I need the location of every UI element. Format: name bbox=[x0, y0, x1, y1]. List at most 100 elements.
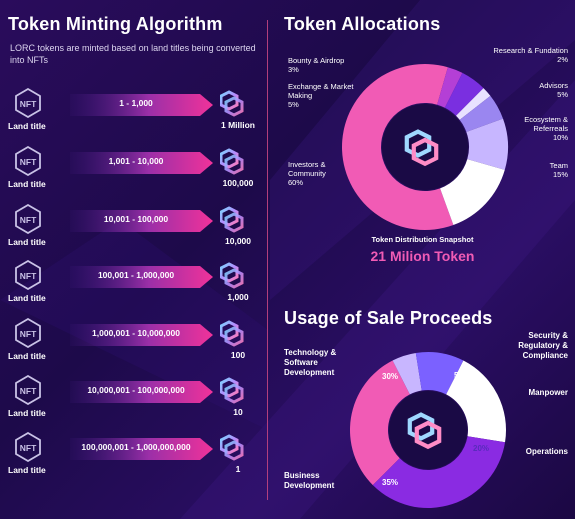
center-logo-icon bbox=[404, 129, 439, 167]
minting-row: NFT Land title 10,001 - 100,000 10,000 bbox=[0, 203, 268, 256]
arrow-icon bbox=[70, 324, 213, 346]
arrow-icon bbox=[70, 381, 213, 403]
token-logo-icon bbox=[219, 375, 248, 405]
label-research-name: Research & Fundation bbox=[493, 46, 568, 55]
donut-hole bbox=[382, 104, 468, 190]
minting-row: NFT Land title 100,000,001 - 1,000,000,000… bbox=[0, 431, 268, 484]
label-business: Business Development bbox=[284, 471, 335, 490]
range-label: 10,000,001 - 100,000,000 bbox=[87, 385, 185, 395]
label-team-pct: 15% bbox=[552, 170, 568, 179]
minting-row: NFT Land title 10,000,001 - 100,000,000 10 bbox=[0, 374, 268, 427]
label-bounty: Bounty & Airdrop 3% bbox=[288, 56, 344, 74]
land-title-label: Land title bbox=[8, 237, 46, 247]
pct-business: 35% bbox=[382, 478, 399, 487]
svg-text:NFT: NFT bbox=[20, 443, 37, 453]
label-research: Research & Fundation 2% bbox=[493, 46, 568, 64]
donut-slice bbox=[341, 63, 454, 231]
arrow-icon bbox=[70, 438, 213, 460]
range-label: 1,001 - 10,000 bbox=[108, 156, 164, 166]
token-logo-icon bbox=[219, 204, 248, 234]
pct-manpower: 10% bbox=[470, 391, 487, 400]
minting-title: Token Minting Algorithm bbox=[8, 14, 223, 34]
donut-slice bbox=[392, 352, 422, 395]
donut-slice bbox=[415, 352, 464, 395]
minting-row: NFT Land title 1 - 1,000 1 Million bbox=[0, 87, 268, 140]
land-title-label: Land title bbox=[8, 351, 46, 361]
label-exchange-name: Exchange & Market Making bbox=[288, 82, 354, 100]
label-team-name: Team bbox=[549, 161, 568, 170]
donut-slice bbox=[444, 72, 484, 116]
nft-icon: NFT bbox=[14, 374, 42, 406]
label-investors: Investors & Community 60% bbox=[288, 160, 348, 187]
proceeds-title: Usage of Sale Proceeds bbox=[284, 308, 493, 328]
land-title-label: Land title bbox=[8, 465, 46, 475]
nft-icon: NFT bbox=[14, 145, 42, 177]
donut-slice bbox=[440, 159, 505, 225]
label-advisors-name: Advisors bbox=[539, 81, 568, 90]
arrow-icon bbox=[70, 266, 213, 288]
land-title-label: Land title bbox=[8, 293, 46, 303]
range-label: 10,001 - 100,000 bbox=[103, 214, 169, 224]
label-research-pct: 2% bbox=[557, 55, 568, 64]
svg-text:NFT: NFT bbox=[20, 271, 37, 281]
donut-slice bbox=[350, 360, 410, 486]
snapshot-label: Token Distribution Snapshot bbox=[371, 235, 474, 244]
arrow-icon bbox=[70, 152, 213, 174]
token-logo-icon bbox=[219, 146, 248, 176]
label-technology: Technology & Software Development bbox=[284, 348, 337, 377]
token-amount: 1 Million bbox=[221, 120, 255, 130]
label-team: Team 15% bbox=[550, 161, 568, 179]
token-logo-icon bbox=[219, 88, 248, 118]
label-exchange-pct: 5% bbox=[288, 100, 299, 109]
svg-text:NFT: NFT bbox=[20, 157, 37, 167]
pct-security: 5% bbox=[454, 371, 466, 380]
minting-row: NFT Land title 100,001 - 1,000,000 1,000 bbox=[0, 259, 268, 312]
land-title-label: Land title bbox=[8, 408, 46, 418]
donut-slice bbox=[446, 360, 506, 443]
donut-slice bbox=[437, 67, 463, 108]
label-ecosystem: Ecosystem & Referreals 10% bbox=[498, 115, 568, 142]
token-amount: 100,000 bbox=[222, 178, 254, 188]
donut-hole bbox=[389, 391, 467, 469]
donut-slice bbox=[459, 95, 503, 132]
charts-panel: Token Allocations Bounty & Airdrop 3% Ex… bbox=[270, 0, 575, 519]
minting-row: NFT Land title 1,001 - 10,000 100,000 bbox=[0, 145, 268, 198]
label-security: Security & Regulatory & Compliance bbox=[518, 331, 568, 360]
token-amount: 1 bbox=[235, 464, 241, 474]
label-advisors-pct: 5% bbox=[557, 90, 568, 99]
label-investors-pct: 60% bbox=[288, 178, 304, 187]
arrow-icon bbox=[70, 210, 213, 232]
token-logo-icon bbox=[219, 432, 248, 462]
proceeds-donut bbox=[350, 352, 506, 508]
label-ecosystem-pct: 10% bbox=[552, 133, 568, 142]
nft-icon: NFT bbox=[14, 87, 42, 119]
token-amount: 10,000 bbox=[225, 236, 251, 246]
token-amount: 100 bbox=[230, 350, 246, 360]
svg-text:NFT: NFT bbox=[20, 99, 37, 109]
pct-operations: 20% bbox=[473, 444, 490, 453]
svg-text:NFT: NFT bbox=[20, 386, 37, 396]
center-logo-icon bbox=[407, 412, 442, 450]
label-investors-name: Investors & Community bbox=[288, 160, 326, 178]
label-bounty-pct: 3% bbox=[288, 65, 299, 74]
nft-icon: NFT bbox=[14, 431, 42, 463]
range-label: 100,000,001 - 1,000,000,000 bbox=[81, 442, 191, 452]
token-logo-icon bbox=[219, 318, 248, 348]
label-bounty-name: Bounty & Airdrop bbox=[288, 56, 345, 65]
token-logo-icon bbox=[219, 260, 248, 290]
label-ecosystem-name: Ecosystem & Referreals bbox=[524, 115, 568, 133]
minting-algorithm-panel: Token Minting Algorithm LORC tokens are … bbox=[0, 0, 268, 519]
land-title-label: Land title bbox=[8, 121, 46, 131]
token-amount: 1,000 bbox=[227, 292, 249, 302]
nft-icon: NFT bbox=[14, 259, 42, 291]
nft-icon: NFT bbox=[14, 203, 42, 235]
arrow-icon bbox=[70, 94, 213, 116]
nft-icon: NFT bbox=[14, 317, 42, 349]
svg-text:NFT: NFT bbox=[20, 215, 37, 225]
label-exchange: Exchange & Market Making 5% bbox=[288, 82, 356, 109]
pct-technology: 30% bbox=[382, 372, 399, 381]
land-title-label: Land title bbox=[8, 179, 46, 189]
range-label: 1 - 1,000 bbox=[119, 98, 153, 108]
total-supply: 21 Milion Token bbox=[370, 248, 475, 264]
label-manpower: Manpower bbox=[528, 388, 568, 397]
